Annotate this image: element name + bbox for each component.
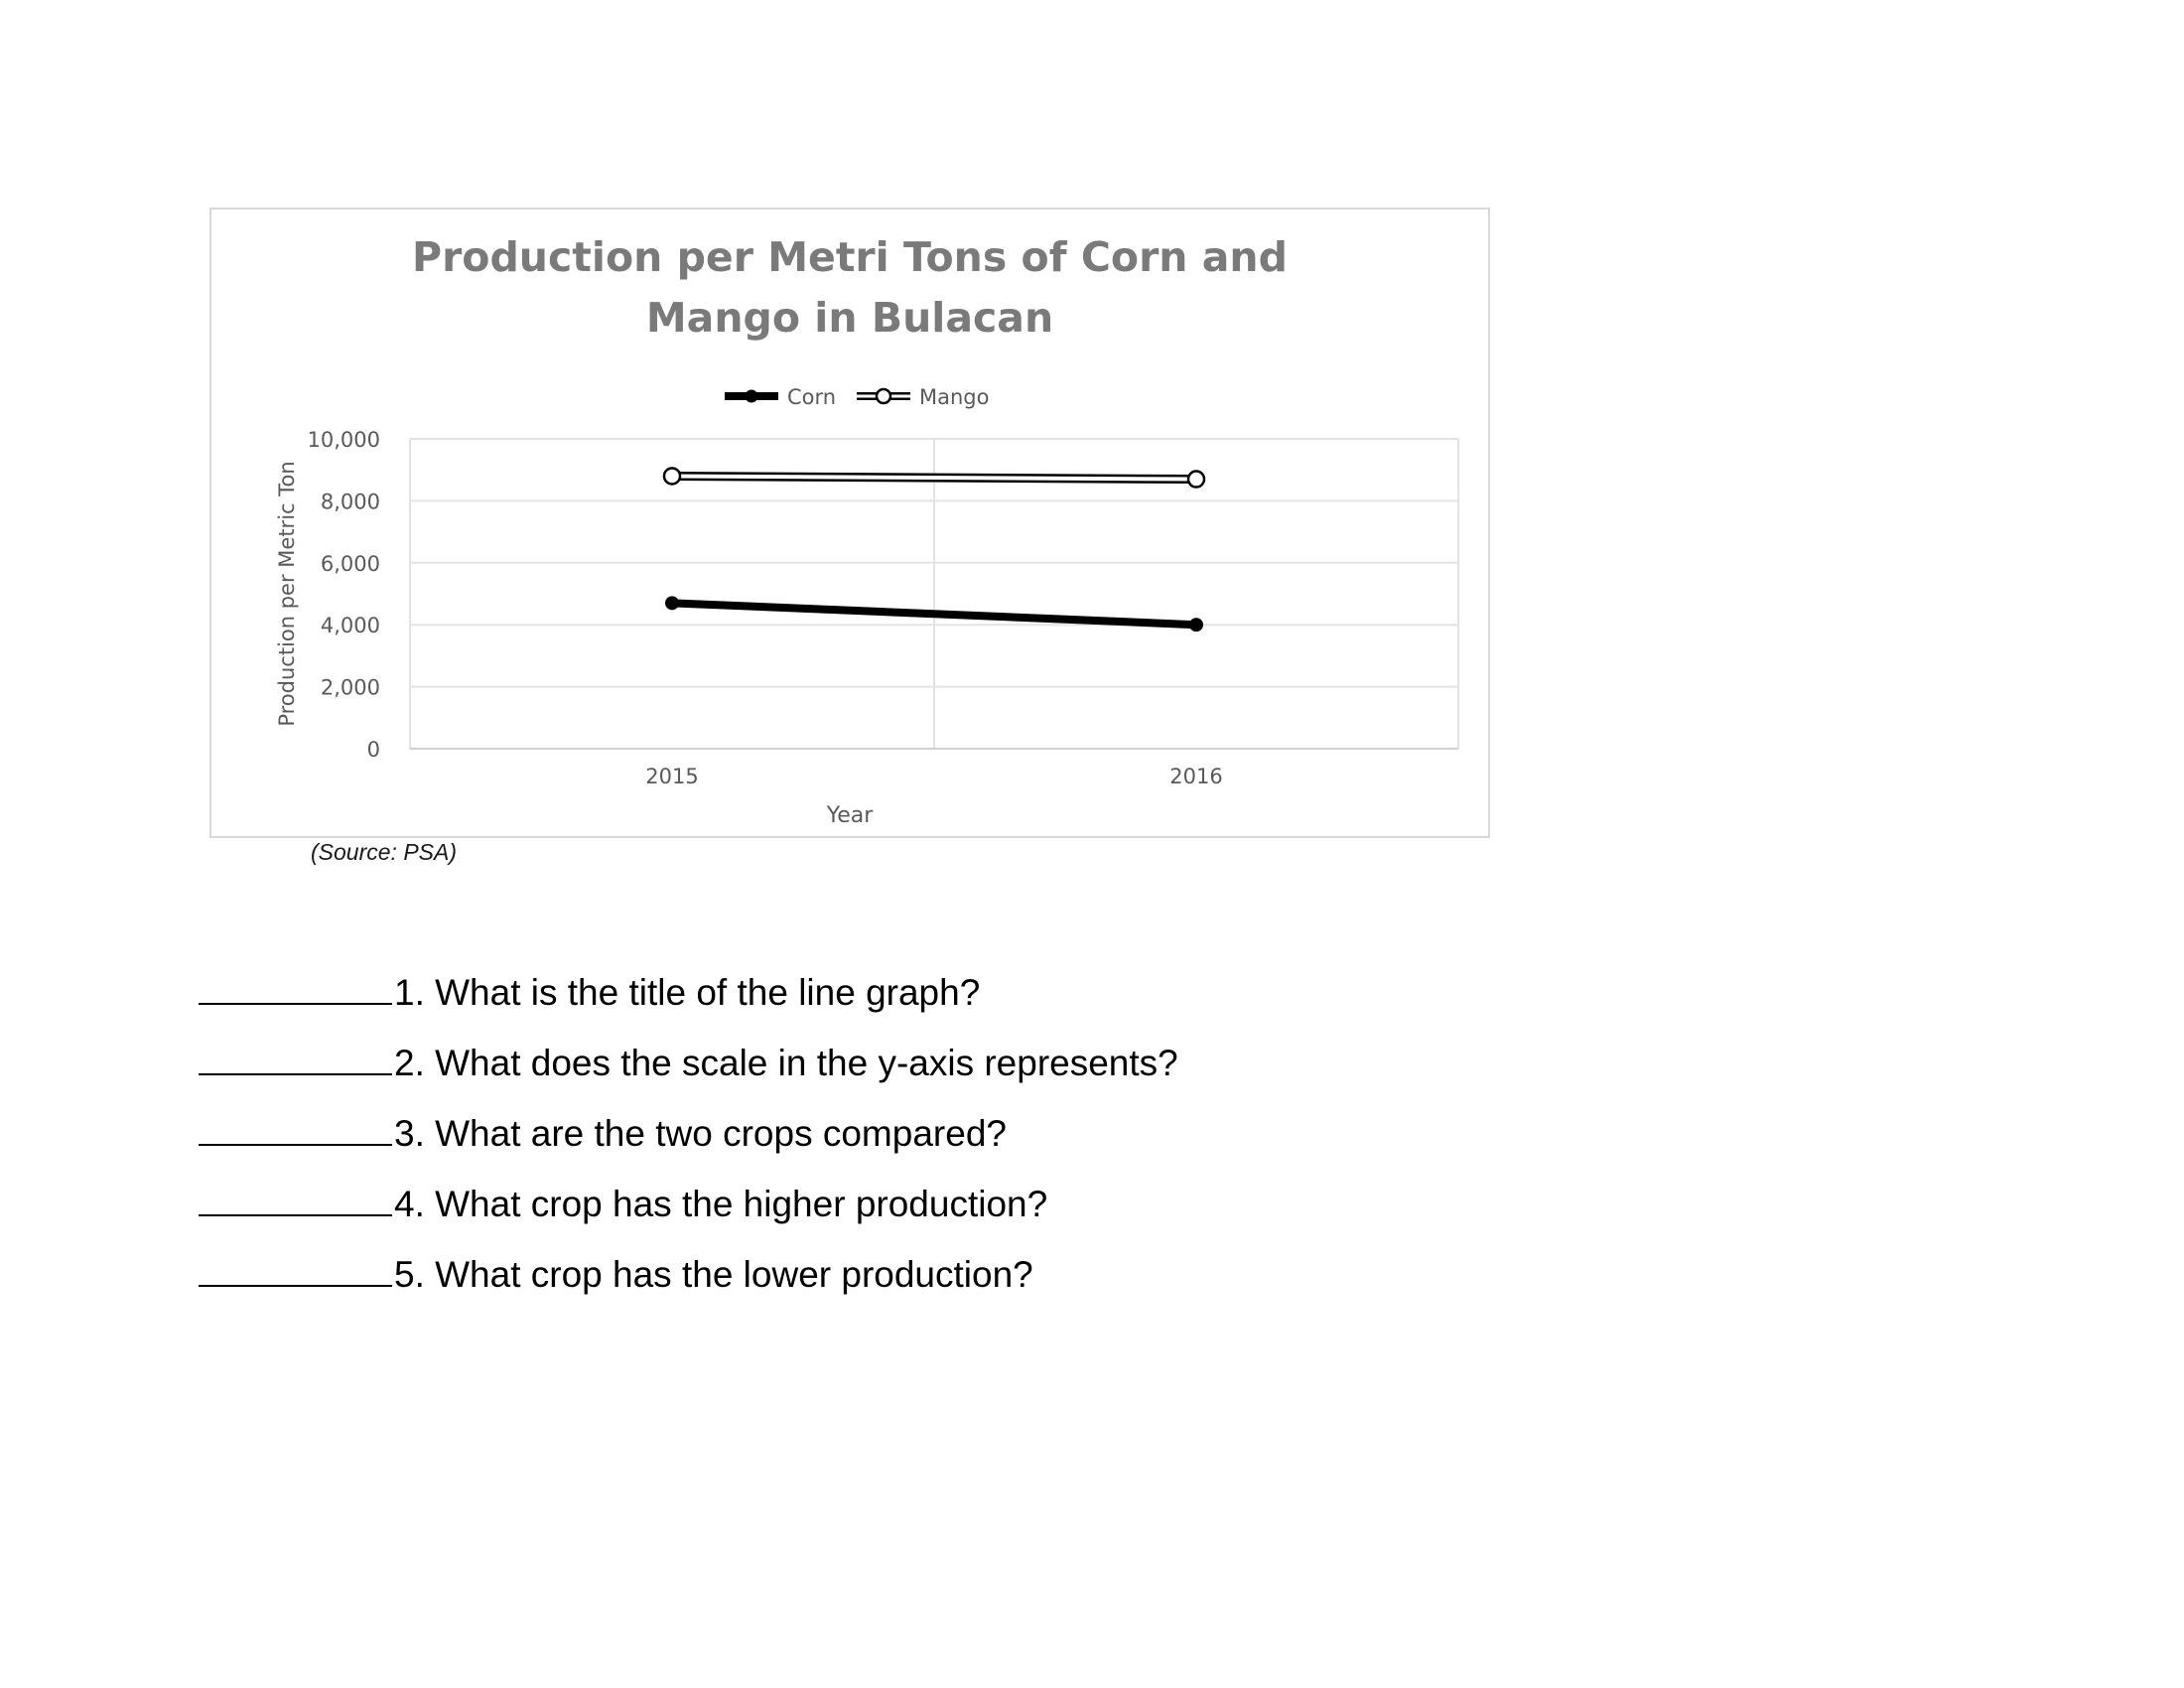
legend-label-corn: Corn (787, 385, 836, 409)
question-text: 5. What crop has the lower production? (394, 1254, 1033, 1295)
answer-blank[interactable] (199, 1036, 392, 1075)
y-tick-label: 2,000 (321, 676, 380, 700)
y-tick-label: 6,000 (321, 552, 380, 576)
question-text: 3. What are the two crops compared? (394, 1113, 1007, 1154)
question-text: 4. What crop has the higher production? (394, 1184, 1048, 1224)
line-chart: Production per Metri Tons of Corn and Man… (275, 233, 1459, 828)
data-point-corn (665, 596, 679, 611)
chart-frame: Production per Metri Tons of Corn and Man… (209, 208, 1490, 838)
question-item: 2. What does the scale in the y-axis rep… (199, 1036, 1178, 1106)
x-tick-label: 2016 (1169, 765, 1222, 788)
series-line-inner-mango (671, 474, 1197, 482)
y-tick-label: 10,000 (308, 428, 380, 452)
question-item: 3. What are the two crops compared? (199, 1106, 1178, 1177)
y-axis-title: Production per Metric Ton (275, 461, 299, 726)
y-tick-label: 8,000 (321, 490, 380, 513)
answer-blank[interactable] (199, 965, 392, 1005)
answer-blank[interactable] (199, 1177, 392, 1216)
question-text: 2. What does the scale in the y-axis rep… (394, 1043, 1178, 1083)
series-line-corn (671, 599, 1197, 630)
question-text: 1. What is the title of the line graph? (394, 972, 981, 1013)
legend-label-mango: Mango (919, 385, 989, 409)
chart-title-line: Production per Metri Tons of Corn and (412, 233, 1288, 281)
answer-blank[interactable] (199, 1106, 392, 1146)
legend-marker-mango (875, 387, 892, 405)
question-item: 5. What crop has the lower production? (199, 1247, 1178, 1318)
x-axis-title: Year (826, 803, 875, 828)
answer-blank[interactable] (199, 1247, 392, 1287)
source-note: (Source: PSA) (311, 839, 457, 865)
question-item: 4. What crop has the higher production? (199, 1177, 1178, 1247)
question-list: 1. What is the title of the line graph? … (199, 965, 1178, 1318)
data-point-mango (1186, 470, 1206, 489)
data-point-corn (1189, 618, 1203, 633)
x-tick-label: 2015 (645, 765, 698, 788)
data-point-mango (662, 467, 682, 486)
y-tick-label: 0 (367, 738, 380, 762)
y-tick-label: 4,000 (321, 614, 380, 637)
question-item: 1. What is the title of the line graph? (199, 965, 1178, 1036)
legend-marker-corn (745, 389, 758, 403)
chart-title-line: Mango in Bulacan (646, 294, 1053, 342)
